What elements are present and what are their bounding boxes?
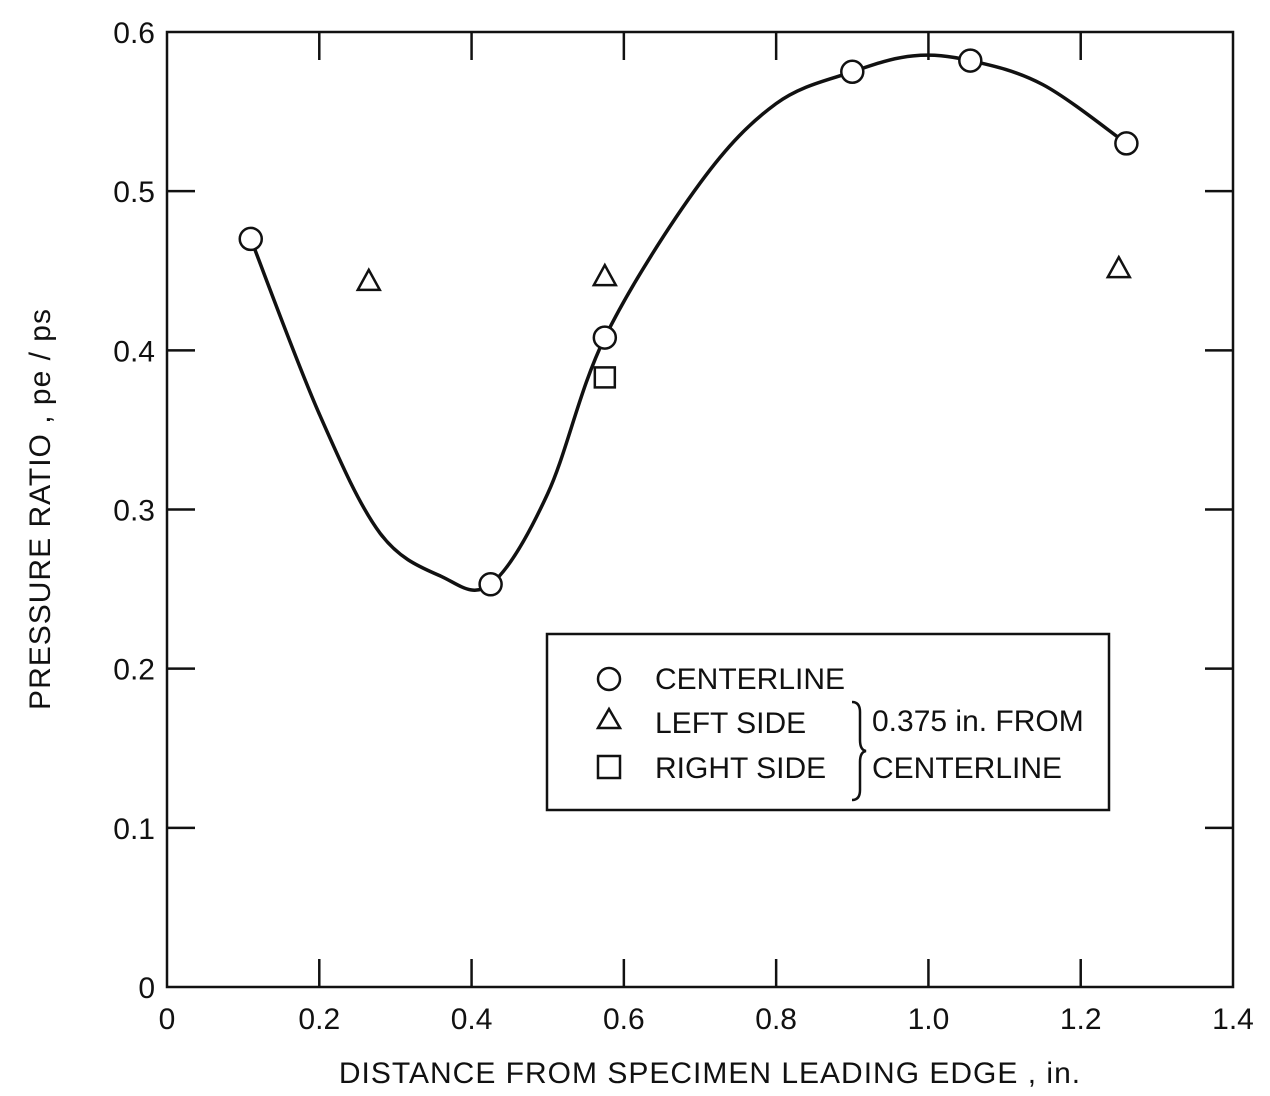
centerline-fit-curve xyxy=(249,53,1128,592)
left-side-point xyxy=(1105,254,1132,279)
x-tick-label: 0.2 xyxy=(298,1003,340,1036)
x-tick-label: 0.4 xyxy=(451,1003,493,1036)
legend-label-centerline: CENTERLINE xyxy=(655,663,845,696)
centerline-point xyxy=(958,48,983,73)
data-markers xyxy=(238,48,1139,597)
legend-triangle-icon xyxy=(595,706,623,730)
left-side-point xyxy=(591,262,618,287)
x-tick-label: 1.0 xyxy=(908,1003,950,1036)
y-tick-labels: 0 0.1 0.2 0.3 0.4 0.5 0.6 xyxy=(113,17,155,1005)
x-tick-label: 1.4 xyxy=(1212,1003,1254,1036)
y-tick-label: 0.1 xyxy=(113,813,155,846)
legend-label-right-side: RIGHT SIDE xyxy=(655,752,826,785)
centerline-point xyxy=(592,325,618,350)
x-axis-title: DISTANCE FROM SPECIMEN LEADING EDGE , in… xyxy=(339,1057,1081,1090)
y-tick-label: 0.6 xyxy=(113,17,155,50)
right-side-point xyxy=(593,366,617,389)
y-axis-title: PRESSURE RATIO , pe / ps xyxy=(24,308,57,710)
legend-circle-icon xyxy=(596,666,622,692)
x-tick-label: 0.6 xyxy=(603,1003,645,1036)
centerline-point xyxy=(840,59,865,85)
legend-square-icon xyxy=(596,754,622,780)
y-tick-label: 0.5 xyxy=(113,176,155,209)
y-tick-label: 0.4 xyxy=(113,335,155,368)
x-tick-label: 0.8 xyxy=(755,1003,797,1036)
legend-group-label-line2: CENTERLINE xyxy=(872,752,1062,785)
y-tick-label: 0 xyxy=(138,972,155,1005)
x-tick-labels: 0 0.2 0.4 0.6 0.8 1.0 1.2 1.4 xyxy=(159,1003,1254,1036)
centerline-point xyxy=(238,226,264,252)
legend-brace-icon xyxy=(851,700,867,802)
plot-frame xyxy=(165,30,1235,989)
axis-ticks xyxy=(167,32,1233,987)
centerline-point xyxy=(1114,131,1139,156)
legend-box xyxy=(545,632,1111,812)
x-tick-label: 1.2 xyxy=(1060,1003,1102,1036)
y-tick-label: 0.3 xyxy=(113,495,155,528)
y-tick-label: 0.2 xyxy=(113,654,155,687)
legend: CENTERLINE LEFT SIDE RIGHT SIDE 0.375 in… xyxy=(545,632,1111,812)
centerline-point xyxy=(478,572,503,597)
left-side-point xyxy=(355,267,382,292)
x-tick-label: 0 xyxy=(159,1003,176,1036)
legend-label-left-side: LEFT SIDE xyxy=(655,707,806,740)
legend-group-label-line1: 0.375 in. FROM xyxy=(872,705,1084,738)
